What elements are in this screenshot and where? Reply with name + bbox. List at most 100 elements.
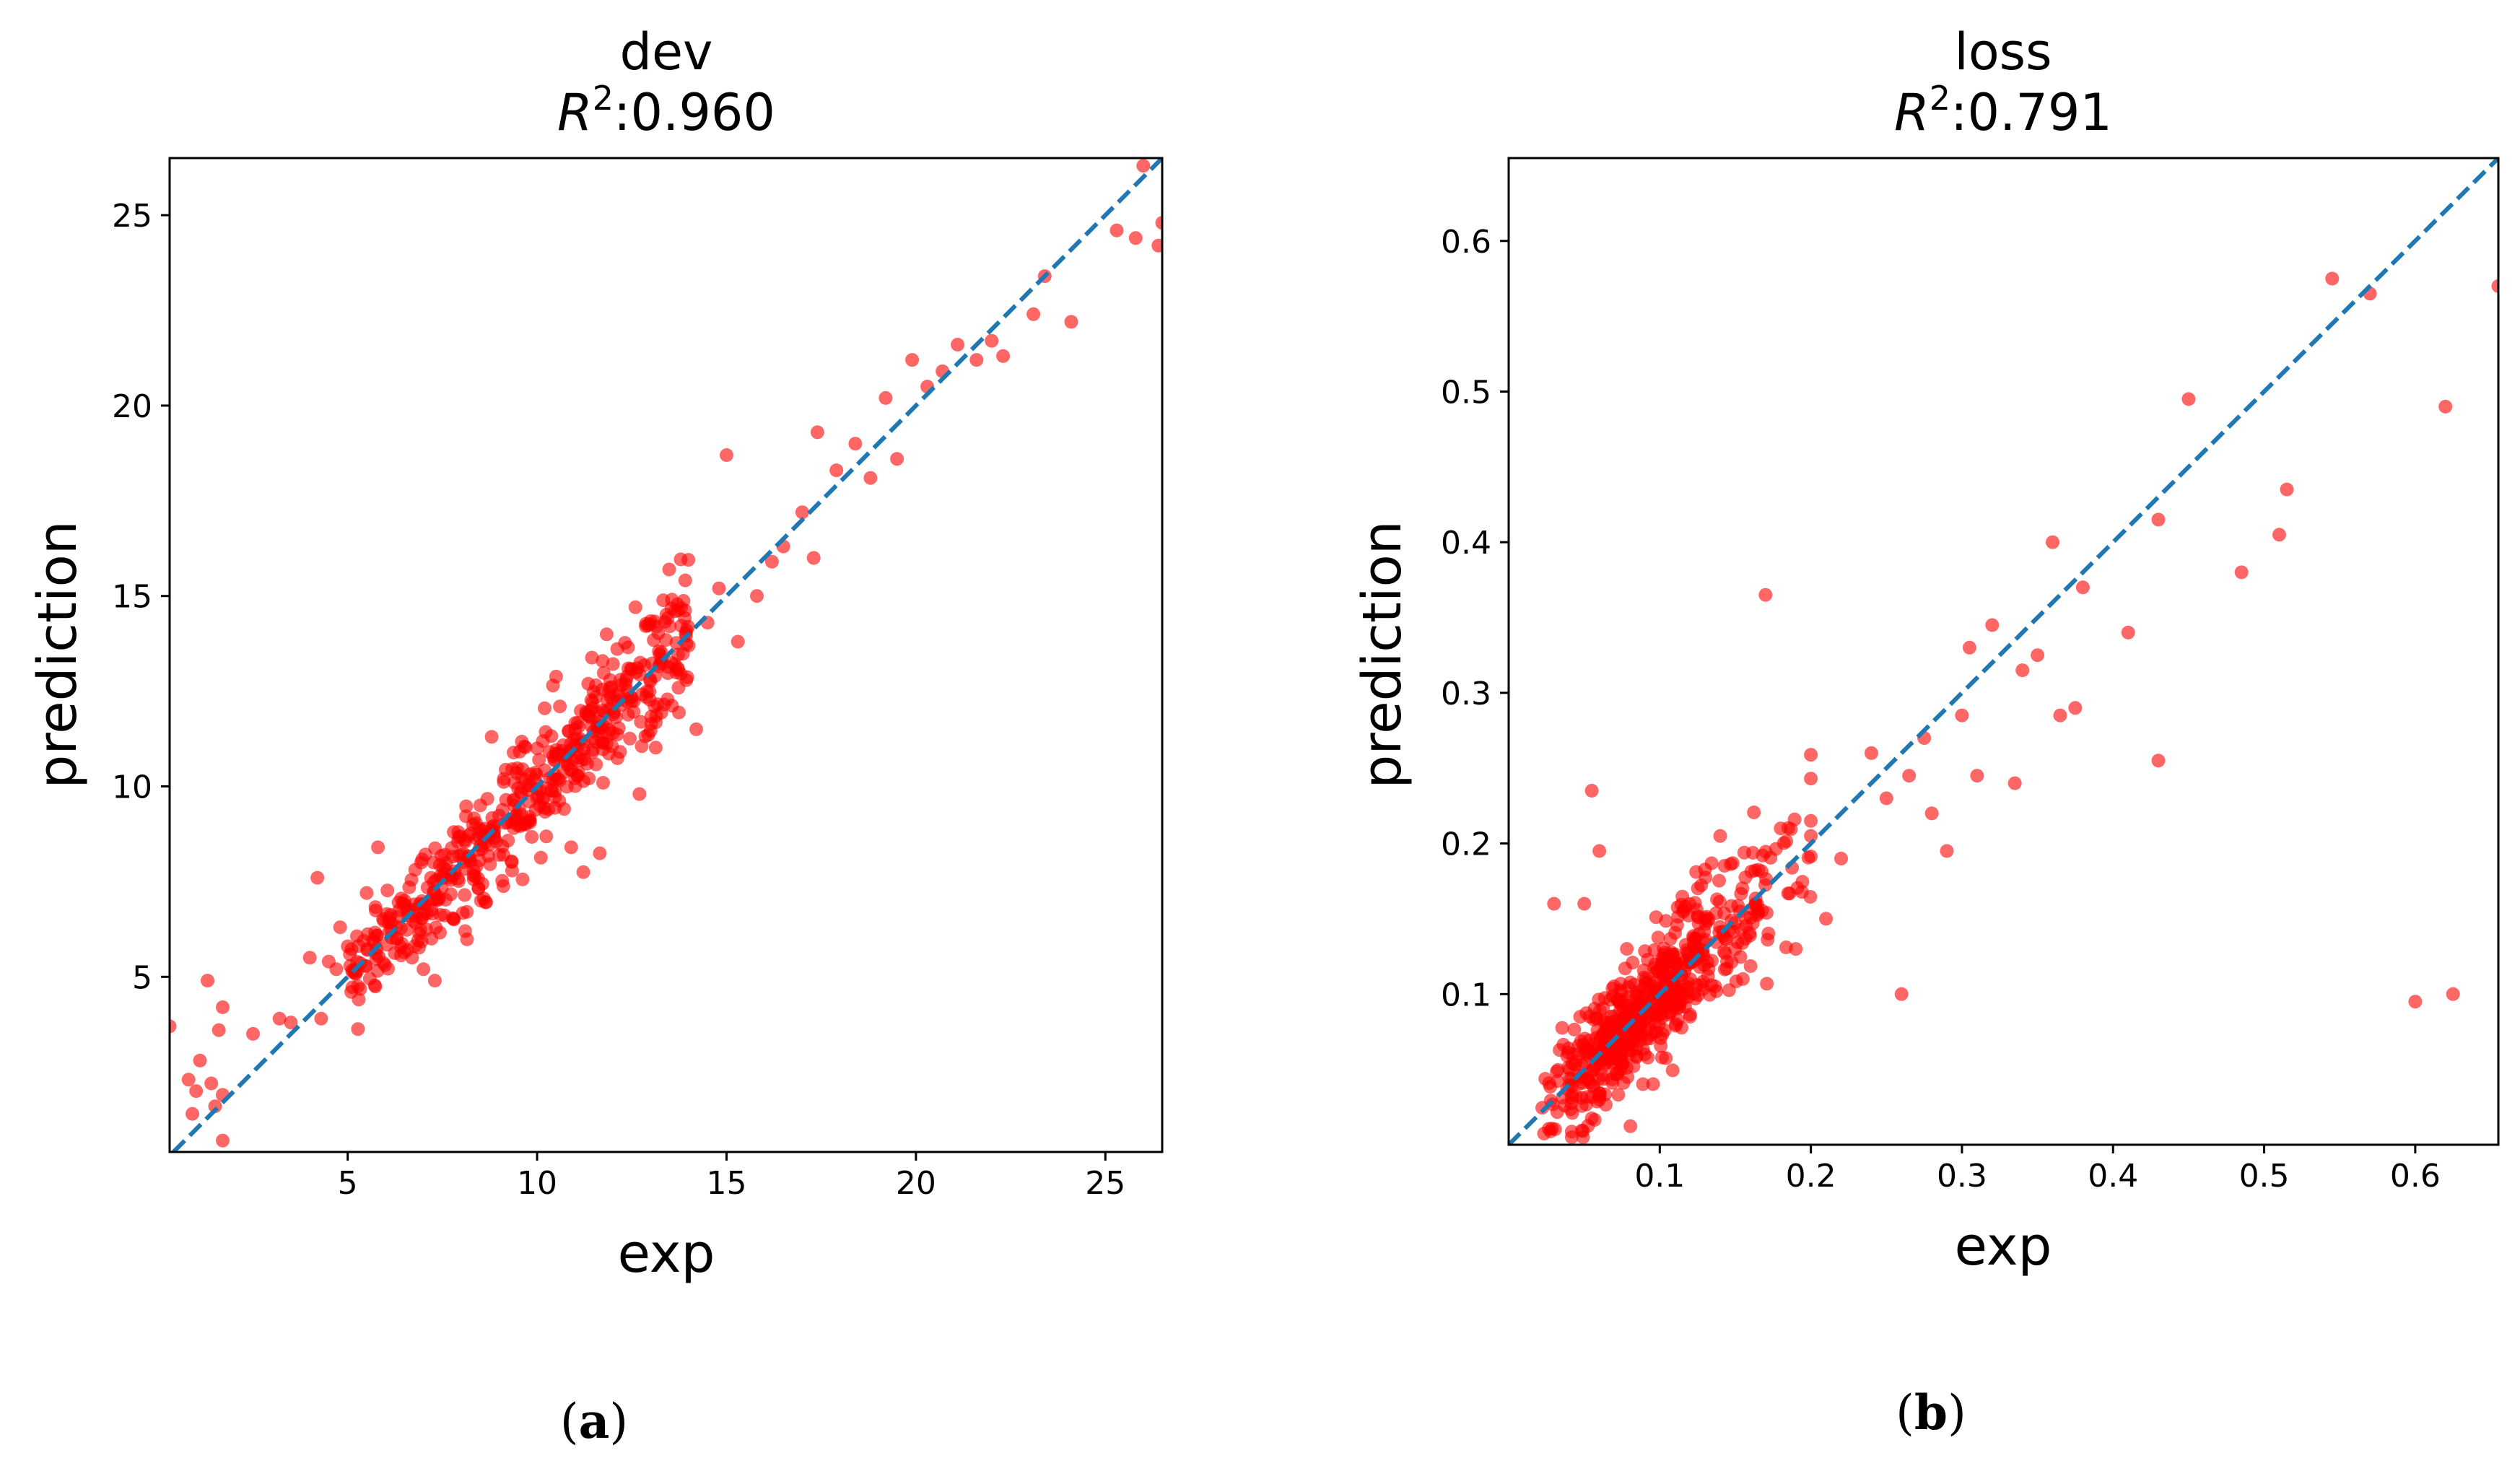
- data-point-dev: [345, 980, 359, 995]
- data-point-dev: [333, 920, 347, 935]
- data-point-dev: [905, 353, 920, 367]
- data-point-loss: [1703, 987, 1717, 1002]
- data-point-dev: [541, 802, 556, 816]
- data-point-loss: [2408, 995, 2423, 1009]
- data-point-dev: [525, 830, 539, 844]
- chart-title-dev: dev: [620, 22, 713, 82]
- y-tick-label-loss: 0.4: [1441, 525, 1491, 562]
- data-point-dev: [483, 857, 497, 871]
- data-point-loss: [1739, 919, 1753, 933]
- data-point-loss: [1717, 859, 1732, 873]
- data-point-loss: [1758, 878, 1772, 892]
- data-point-loss: [1637, 1047, 1652, 1062]
- data-point-dev: [382, 924, 396, 938]
- identity-line-dev: [172, 158, 1162, 1152]
- data-point-dev: [863, 471, 878, 485]
- data-point-loss: [2151, 754, 2166, 768]
- data-point-dev: [878, 390, 893, 405]
- data-point-dev: [546, 678, 560, 693]
- data-point-loss: [2053, 708, 2067, 723]
- data-point-loss: [1553, 1043, 1567, 1057]
- data-point-dev: [638, 729, 653, 743]
- data-point-loss: [1712, 873, 1726, 888]
- data-point-loss: [1804, 772, 1818, 786]
- data-point-loss: [1558, 1099, 1572, 1113]
- data-point-dev: [505, 855, 519, 869]
- data-point-dev: [553, 699, 567, 714]
- data-point-dev: [681, 619, 695, 634]
- data-point-dev: [417, 962, 431, 977]
- data-point-loss: [1743, 959, 1758, 973]
- data-point-dev: [1128, 231, 1143, 245]
- chart-title-loss: loss: [1954, 22, 2052, 82]
- data-point-dev: [204, 1076, 219, 1091]
- data-point-loss: [1611, 1088, 1626, 1102]
- data-point-loss: [1651, 930, 1665, 945]
- y-tick-label-dev: 25: [112, 198, 152, 235]
- data-point-dev: [447, 825, 461, 839]
- data-point-loss: [1555, 1021, 1569, 1035]
- data-point-loss: [1666, 948, 1680, 963]
- data-point-dev: [409, 916, 423, 930]
- data-point-loss: [1561, 1060, 1576, 1075]
- data-point-loss: [1962, 640, 1976, 655]
- data-point-dev: [538, 701, 551, 715]
- data-point-dev: [530, 741, 544, 756]
- data-point-dev: [589, 757, 603, 772]
- data-point-loss: [1580, 1042, 1595, 1056]
- data-point-loss: [2007, 776, 2022, 790]
- x-tick-label-dev: 10: [517, 1165, 557, 1202]
- data-point-dev: [473, 798, 487, 813]
- data-point-loss: [1641, 953, 1655, 967]
- data-point-loss: [1709, 906, 1723, 920]
- data-point-dev: [658, 633, 673, 647]
- r2-symbol-loss: R: [1894, 83, 1930, 142]
- data-point-dev: [829, 463, 844, 478]
- data-point-dev: [648, 699, 662, 714]
- data-point-loss: [1611, 993, 1626, 1007]
- data-point-dev: [314, 1011, 328, 1026]
- data-point-dev: [329, 962, 344, 977]
- data-point-loss: [1801, 850, 1815, 865]
- data-point-dev: [574, 753, 588, 767]
- data-point-loss: [1763, 850, 1778, 865]
- ticks-loss: 0.1 0.2 0.3 0.4 0.5 0.6 0.1 0.2 0.3 0.4 0.5 0.6: [1441, 224, 2441, 1195]
- r2-label-loss: R2:0.791: [1894, 79, 2112, 142]
- data-point-dev: [359, 886, 374, 900]
- data-point-loss: [1894, 987, 1909, 1001]
- data-point-loss: [1747, 806, 1761, 819]
- data-point-loss: [1779, 834, 1794, 848]
- data-point-dev: [1151, 238, 1162, 253]
- data-point-dev: [673, 667, 688, 681]
- panel-letter-a: a: [578, 1393, 610, 1449]
- data-point-dev: [618, 636, 632, 650]
- data-point-loss: [1781, 886, 1795, 901]
- data-point-dev: [507, 775, 522, 790]
- data-point-dev: [673, 601, 688, 615]
- data-point-loss: [1623, 975, 1637, 990]
- data-point-loss: [1789, 942, 1803, 956]
- data-point-dev: [585, 743, 600, 757]
- data-point-loss: [1636, 990, 1650, 1004]
- data-point-dev: [606, 657, 620, 671]
- data-point-dev: [712, 581, 726, 595]
- data-point-dev: [593, 846, 607, 860]
- data-point-loss: [1675, 1021, 1688, 1035]
- data-point-loss: [1659, 1051, 1673, 1065]
- plot-area-dev: [170, 158, 1162, 1152]
- data-point-dev: [484, 730, 499, 744]
- data-point-dev: [533, 850, 548, 865]
- axes-frame-dev: [168, 157, 1164, 1153]
- data-point-dev: [405, 951, 419, 965]
- data-point-dev: [605, 739, 619, 754]
- x-tick-label-loss: 0.5: [2239, 1158, 2290, 1195]
- data-point-dev: [795, 505, 809, 520]
- data-point-loss: [1735, 881, 1750, 896]
- data-point-dev: [649, 715, 663, 730]
- data-point-dev: [552, 773, 567, 787]
- data-point-loss: [1784, 822, 1798, 837]
- data-point-loss: [1758, 588, 1773, 602]
- y-tick-label-loss: 0.6: [1441, 224, 1491, 261]
- data-point-loss: [1678, 938, 1693, 952]
- data-point-loss: [2075, 580, 2090, 595]
